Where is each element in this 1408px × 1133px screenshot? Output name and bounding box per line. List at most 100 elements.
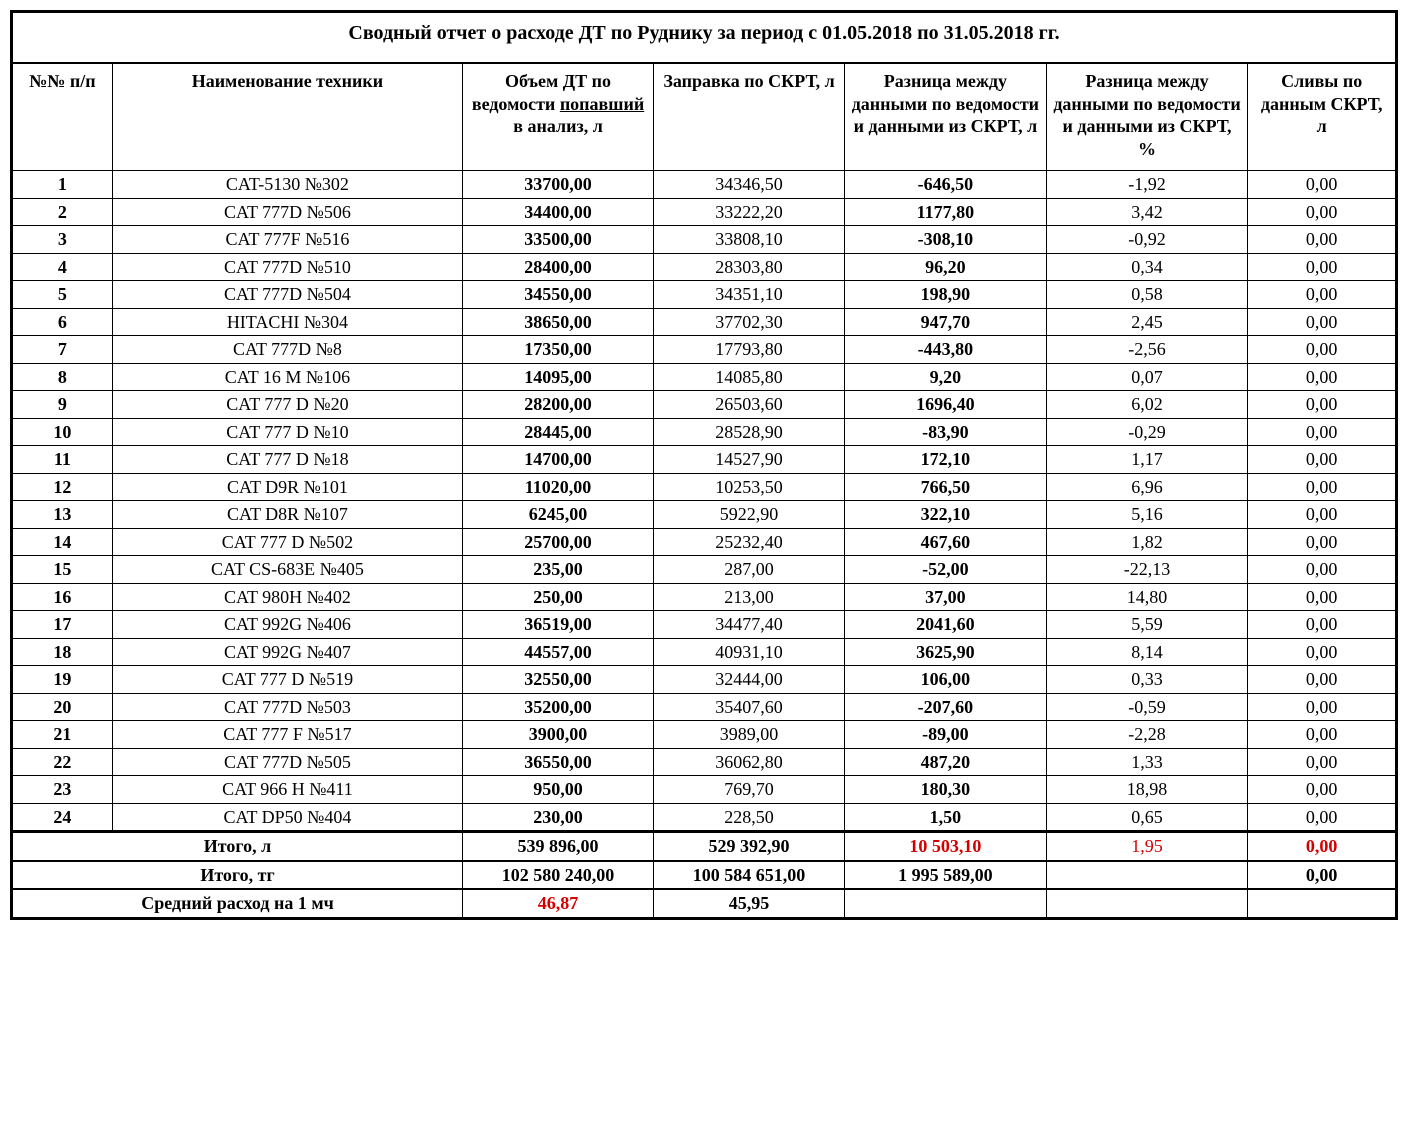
col-header-num: №№ п/п <box>12 63 113 171</box>
cell-volume: 6245,00 <box>463 501 654 529</box>
total-avg-diff-pct <box>1046 889 1248 918</box>
cell-drain: 0,00 <box>1248 501 1397 529</box>
cell-volume: 950,00 <box>463 776 654 804</box>
table-row: 2CAT 777D №50634400,0033222,201177,803,4… <box>12 198 1397 226</box>
cell-name: CAT 777 F №517 <box>112 721 462 749</box>
cell-name: CAT 992G №406 <box>112 611 462 639</box>
cell-skrt: 769,70 <box>654 776 845 804</box>
cell-name: CAT 966 H №411 <box>112 776 462 804</box>
cell-volume: 3900,00 <box>463 721 654 749</box>
cell-volume: 33700,00 <box>463 171 654 199</box>
cell-diff-pct: 5,59 <box>1046 611 1248 639</box>
table-row: 4CAT 777D №51028400,0028303,8096,200,340… <box>12 253 1397 281</box>
cell-volume: 25700,00 <box>463 528 654 556</box>
cell-diff-l: 180,30 <box>845 776 1047 804</box>
cell-drain: 0,00 <box>1248 693 1397 721</box>
table-row: 6HITACHI №30438650,0037702,30947,702,450… <box>12 308 1397 336</box>
col-header-volume-post: в анализ, л <box>513 116 603 136</box>
report-title: Сводный отчет о расходе ДТ по Руднику за… <box>12 12 1397 55</box>
cell-drain: 0,00 <box>1248 171 1397 199</box>
table-row: 19CAT 777 D №51932550,0032444,00106,000,… <box>12 666 1397 694</box>
cell-drain: 0,00 <box>1248 528 1397 556</box>
cell-name: CAT CS-683E №405 <box>112 556 462 584</box>
cell-diff-pct: 0,33 <box>1046 666 1248 694</box>
cell-volume: 33500,00 <box>463 226 654 254</box>
table-row: 3CAT 777F №51633500,0033808,10-308,10-0,… <box>12 226 1397 254</box>
cell-num: 24 <box>12 803 113 832</box>
cell-diff-pct: 2,45 <box>1046 308 1248 336</box>
cell-volume: 28400,00 <box>463 253 654 281</box>
cell-num: 21 <box>12 721 113 749</box>
cell-volume: 38650,00 <box>463 308 654 336</box>
total-liters-diff-pct: 1,95 <box>1046 832 1248 861</box>
cell-name: CAT 777 D №20 <box>112 391 462 419</box>
cell-diff-l: -308,10 <box>845 226 1047 254</box>
total-liters-skrt: 529 392,90 <box>654 832 845 861</box>
cell-name: CAT 777 D №502 <box>112 528 462 556</box>
table-row: 22CAT 777D №50536550,0036062,80487,201,3… <box>12 748 1397 776</box>
cell-name: CAT 16 M №106 <box>112 363 462 391</box>
cell-diff-l: -646,50 <box>845 171 1047 199</box>
cell-diff-pct: 18,98 <box>1046 776 1248 804</box>
cell-skrt: 14085,80 <box>654 363 845 391</box>
cell-skrt: 17793,80 <box>654 336 845 364</box>
cell-skrt: 37702,30 <box>654 308 845 336</box>
total-avg-skrt: 45,95 <box>654 889 845 918</box>
cell-drain: 0,00 <box>1248 721 1397 749</box>
cell-num: 1 <box>12 171 113 199</box>
cell-volume: 17350,00 <box>463 336 654 364</box>
cell-skrt: 32444,00 <box>654 666 845 694</box>
cell-drain: 0,00 <box>1248 556 1397 584</box>
table-row: 14CAT 777 D №50225700,0025232,40467,601,… <box>12 528 1397 556</box>
cell-drain: 0,00 <box>1248 638 1397 666</box>
cell-num: 6 <box>12 308 113 336</box>
cell-num: 17 <box>12 611 113 639</box>
table-row: 20CAT 777D №50335200,0035407,60-207,60-0… <box>12 693 1397 721</box>
cell-diff-pct: -22,13 <box>1046 556 1248 584</box>
cell-diff-l: 2041,60 <box>845 611 1047 639</box>
cell-diff-pct: 0,58 <box>1046 281 1248 309</box>
cell-skrt: 34477,40 <box>654 611 845 639</box>
cell-name: CAT 980H №402 <box>112 583 462 611</box>
report-table: Сводный отчет о расходе ДТ по Руднику за… <box>10 10 1398 920</box>
cell-diff-pct: -1,92 <box>1046 171 1248 199</box>
cell-name: CAT DP50 №404 <box>112 803 462 832</box>
cell-diff-pct: -2,28 <box>1046 721 1248 749</box>
cell-drain: 0,00 <box>1248 583 1397 611</box>
cell-diff-l: 106,00 <box>845 666 1047 694</box>
spacer-row <box>12 54 1397 63</box>
cell-drain: 0,00 <box>1248 803 1397 832</box>
cell-num: 5 <box>12 281 113 309</box>
cell-skrt: 34351,10 <box>654 281 845 309</box>
cell-name: CAT 777D №504 <box>112 281 462 309</box>
cell-num: 14 <box>12 528 113 556</box>
table-row: 7CAT 777D №817350,0017793,80-443,80-2,56… <box>12 336 1397 364</box>
total-liters-diff-l: 10 503,10 <box>845 832 1047 861</box>
cell-diff-l: -52,00 <box>845 556 1047 584</box>
cell-volume: 34400,00 <box>463 198 654 226</box>
cell-name: CAT 777D №8 <box>112 336 462 364</box>
total-avg-drain <box>1248 889 1397 918</box>
cell-drain: 0,00 <box>1248 473 1397 501</box>
cell-volume: 14095,00 <box>463 363 654 391</box>
col-header-diff-pct: Разница между данными по ведомости и дан… <box>1046 63 1248 171</box>
cell-skrt: 10253,50 <box>654 473 845 501</box>
cell-skrt: 3989,00 <box>654 721 845 749</box>
cell-diff-l: 172,10 <box>845 446 1047 474</box>
cell-diff-pct: 0,34 <box>1046 253 1248 281</box>
cell-volume: 28200,00 <box>463 391 654 419</box>
cell-diff-pct: 3,42 <box>1046 198 1248 226</box>
cell-num: 20 <box>12 693 113 721</box>
table-row: 8CAT 16 M №10614095,0014085,809,200,070,… <box>12 363 1397 391</box>
cell-skrt: 28528,90 <box>654 418 845 446</box>
cell-drain: 0,00 <box>1248 198 1397 226</box>
total-tg-row: Итого, тг 102 580 240,00 100 584 651,00 … <box>12 861 1397 890</box>
cell-diff-l: 96,20 <box>845 253 1047 281</box>
cell-drain: 0,00 <box>1248 226 1397 254</box>
total-tg-diff-l: 1 995 589,00 <box>845 861 1047 890</box>
cell-drain: 0,00 <box>1248 748 1397 776</box>
cell-drain: 0,00 <box>1248 253 1397 281</box>
cell-num: 3 <box>12 226 113 254</box>
cell-skrt: 28303,80 <box>654 253 845 281</box>
cell-name: CAT 777 D №18 <box>112 446 462 474</box>
